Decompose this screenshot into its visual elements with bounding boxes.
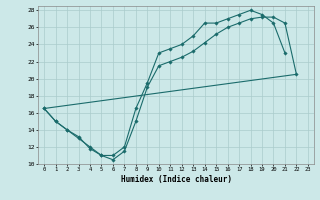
X-axis label: Humidex (Indice chaleur): Humidex (Indice chaleur) — [121, 175, 231, 184]
